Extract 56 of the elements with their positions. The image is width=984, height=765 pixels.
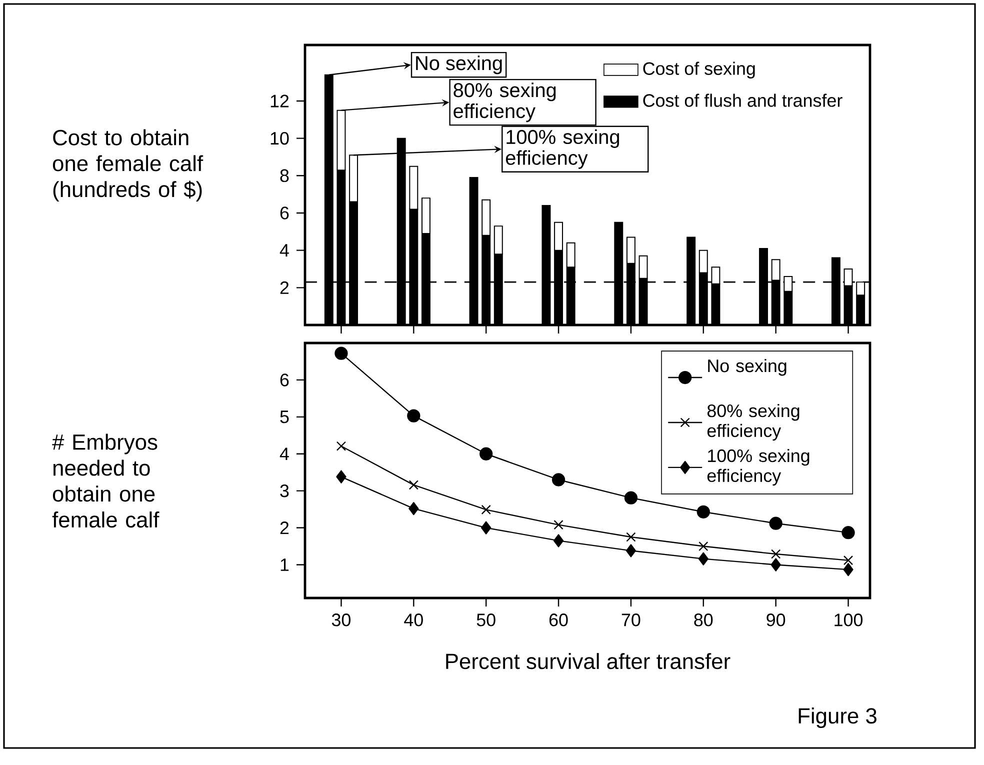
x-tick-label: 80 (694, 614, 713, 626)
point (553, 534, 564, 548)
point (843, 562, 854, 576)
point (696, 505, 710, 518)
point (554, 520, 564, 530)
y-tick-label: 2 (280, 281, 289, 294)
y-tick-label: 12 (270, 94, 289, 108)
point (771, 549, 781, 559)
point (552, 473, 566, 486)
x-tick-label: 40 (404, 614, 423, 626)
y-tick-label: 6 (280, 206, 289, 220)
point (624, 491, 638, 504)
y-tick-label: 5 (280, 410, 289, 424)
point (770, 558, 781, 572)
point (843, 555, 854, 566)
x-tick-label: 60 (549, 614, 568, 626)
y-tick-label: 6 (280, 374, 289, 386)
point (408, 502, 419, 516)
point (480, 447, 493, 460)
y-tick-label: 2 (280, 522, 289, 534)
y-tick-label: 3 (280, 484, 289, 498)
point (336, 441, 346, 451)
annotation: No sexing (416, 56, 502, 74)
y-tick-label: 1 (280, 558, 289, 571)
y-axis-title: Cost to obtain one female calf (hundreds of $) (52, 129, 204, 202)
annotation: 100% sexing efficiency (506, 129, 620, 169)
point (698, 541, 708, 552)
point (336, 470, 346, 484)
x-tick-label: 70 (622, 614, 640, 626)
y-tick-label: 4 (280, 244, 289, 256)
point (481, 504, 491, 514)
point (408, 480, 418, 490)
x-axis-title: Percent survival after transfer (446, 653, 730, 670)
legend-label: Cost of sexing (643, 62, 755, 78)
point (626, 532, 636, 542)
point (481, 521, 492, 534)
caption: Figure 3 (798, 708, 876, 728)
legend-label: 80% sexing efficiency (707, 404, 800, 441)
legend-label: Cost of flush and transfer (643, 94, 842, 107)
y-tick-label: 4 (280, 448, 289, 460)
point (407, 409, 420, 422)
point (769, 516, 782, 530)
y-tick-label: 8 (280, 169, 289, 182)
point (842, 526, 855, 540)
annotation: 80% sexing efficiency (454, 82, 556, 122)
point (698, 552, 708, 566)
legend-label: No sexing (708, 359, 786, 376)
point (626, 544, 636, 558)
x-tick-label: 50 (476, 614, 496, 626)
y-axis-title: # Embryos needed to obtain one female calf (52, 434, 160, 528)
x-tick-label: 100 (834, 614, 863, 626)
legend-label: 100% sexing efficiency (707, 448, 810, 486)
x-tick-label: 30 (332, 614, 350, 626)
x-tick-label: 90 (766, 614, 786, 626)
y-tick-label: 10 (270, 132, 289, 145)
point (334, 346, 348, 360)
